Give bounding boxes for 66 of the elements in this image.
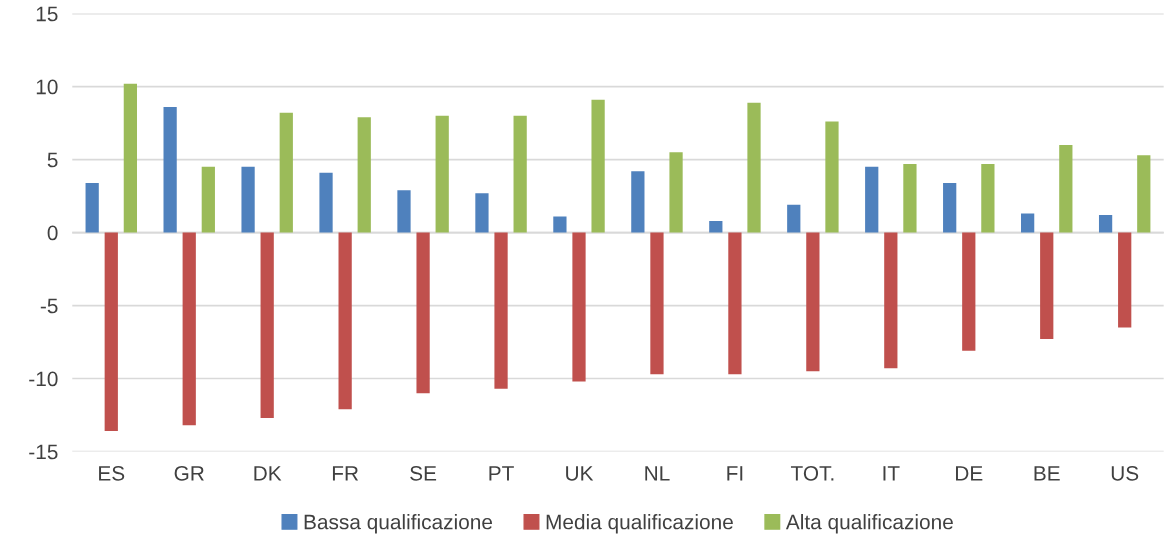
bar bbox=[260, 232, 274, 418]
bar bbox=[163, 107, 177, 233]
bar bbox=[1040, 232, 1054, 340]
bar bbox=[669, 152, 683, 233]
bar bbox=[338, 232, 352, 410]
y-tick-label: 10 bbox=[36, 79, 58, 95]
y-tick-label: 0 bbox=[47, 225, 58, 241]
bar bbox=[572, 232, 586, 382]
bar bbox=[943, 182, 957, 233]
legend-label: Bassa qualificazione bbox=[304, 514, 493, 534]
legend-label: Alta qualificazione bbox=[785, 514, 953, 534]
bar bbox=[416, 232, 430, 394]
bar bbox=[201, 166, 215, 233]
bar bbox=[631, 171, 645, 233]
x-tick-label: GR bbox=[174, 465, 204, 481]
x-tick-label: US bbox=[1111, 465, 1139, 481]
bar bbox=[1059, 144, 1073, 233]
x-tick-label: FR bbox=[332, 466, 359, 481]
bar bbox=[709, 220, 723, 233]
bar bbox=[85, 182, 99, 233]
x-tick-label: IT bbox=[883, 466, 900, 481]
bar bbox=[553, 216, 567, 233]
y-tick-label: -5 bbox=[40, 298, 58, 314]
bar bbox=[1098, 215, 1113, 233]
bar bbox=[319, 172, 333, 233]
bar bbox=[747, 102, 761, 233]
legend-label: Media qualificazione bbox=[546, 514, 733, 534]
x-tick-label: FI bbox=[727, 466, 743, 481]
bar bbox=[435, 115, 449, 233]
bar bbox=[182, 232, 196, 426]
x-tick-label: ES bbox=[99, 465, 125, 481]
y-tick-label: -15 bbox=[29, 444, 58, 460]
bar bbox=[513, 115, 527, 233]
bar bbox=[865, 166, 879, 233]
x-tick-label: DK bbox=[254, 466, 282, 481]
bar bbox=[357, 117, 371, 233]
bar bbox=[825, 121, 839, 233]
bar bbox=[241, 166, 255, 233]
y-tick-label: -10 bbox=[29, 371, 58, 387]
bar bbox=[279, 112, 293, 233]
bar bbox=[1021, 213, 1035, 233]
bar bbox=[123, 83, 137, 233]
bar bbox=[397, 190, 411, 233]
bar bbox=[1137, 155, 1151, 233]
x-tick-label: NL bbox=[645, 466, 670, 481]
bar bbox=[475, 193, 489, 233]
bar bbox=[104, 232, 118, 432]
bar bbox=[806, 232, 820, 372]
x-tick-label: DE bbox=[956, 466, 983, 481]
bar bbox=[494, 232, 508, 389]
y-tick-label: 5 bbox=[47, 152, 58, 168]
bar bbox=[884, 232, 898, 369]
x-tick-label: BE bbox=[1034, 466, 1060, 481]
x-tick-label: SE bbox=[410, 465, 437, 481]
bar bbox=[962, 232, 976, 351]
bar bbox=[981, 163, 995, 233]
bar bbox=[591, 99, 605, 233]
x-tick-label: PT bbox=[489, 466, 514, 481]
x-tick-label: TOT. bbox=[790, 465, 834, 481]
y-tick-label: 15 bbox=[36, 6, 58, 22]
x-tick-label: UK bbox=[566, 466, 594, 481]
bar bbox=[650, 232, 664, 375]
bar bbox=[728, 232, 742, 375]
bar bbox=[903, 163, 917, 233]
bar bbox=[1118, 232, 1132, 328]
bar bbox=[787, 204, 801, 233]
